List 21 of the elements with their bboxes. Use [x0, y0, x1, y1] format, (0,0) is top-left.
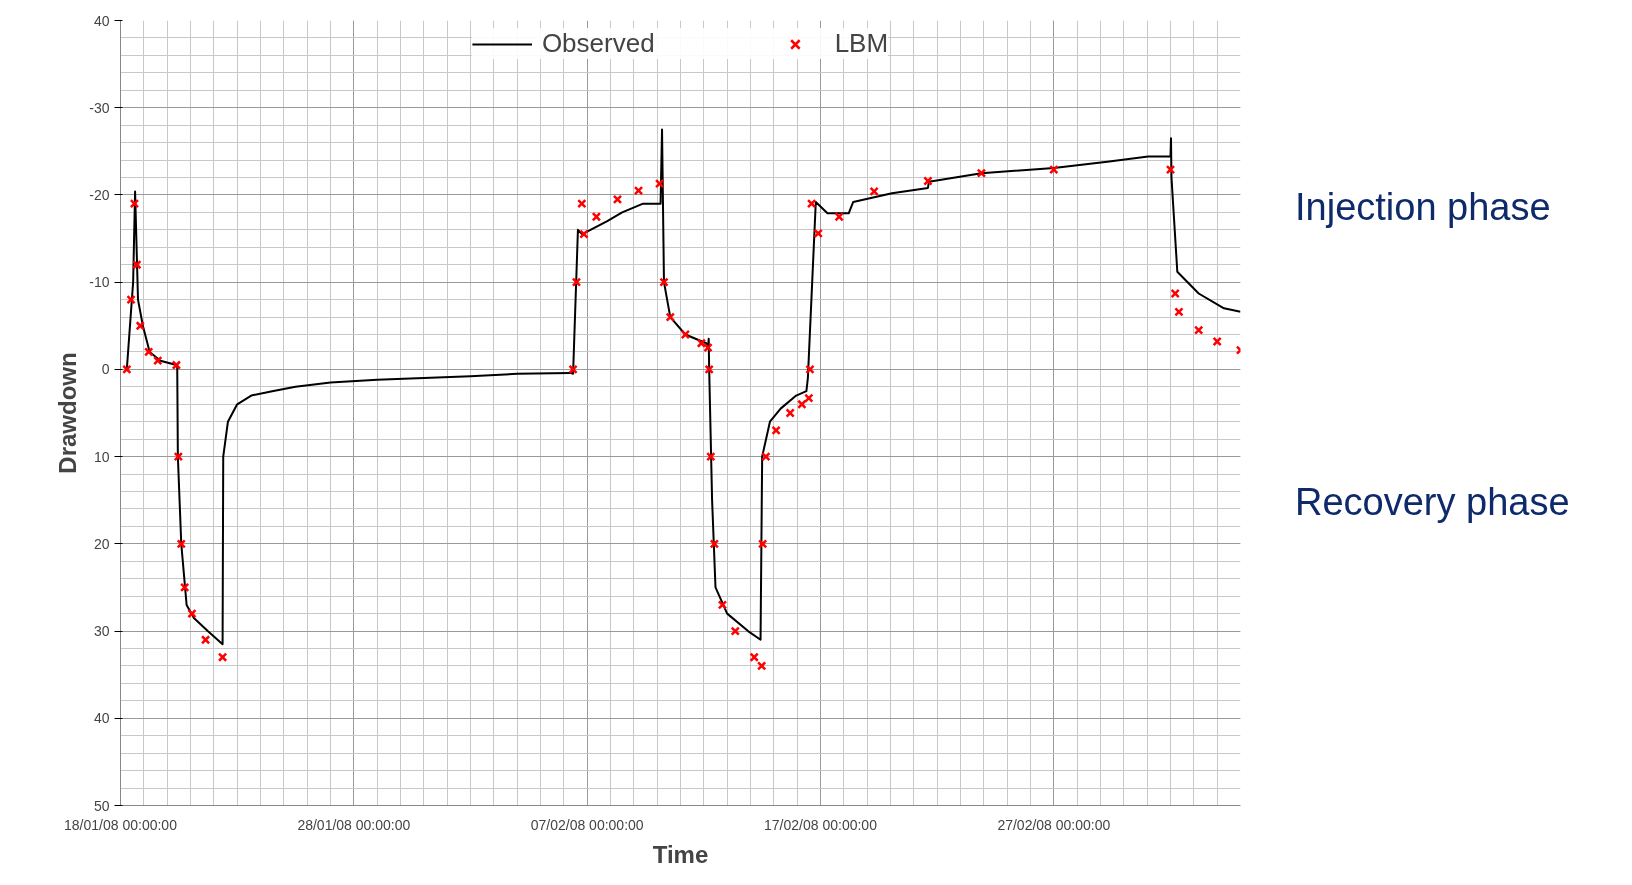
y-tick-label: 50: [93, 797, 110, 814]
y-tick-label: 10: [93, 448, 110, 465]
y-tick-label: 40: [93, 710, 110, 727]
y-tick-label: -10: [89, 274, 110, 291]
y-tick-label: -20: [89, 186, 110, 203]
y-axis-title: Drawdown: [54, 352, 82, 474]
y-tick-label: 20: [93, 535, 110, 552]
y-tick-label: 30: [93, 623, 110, 640]
x-tick-label: 27/02/08 00:00:00: [997, 816, 1111, 833]
y-tick-label: -30: [89, 99, 110, 116]
text: Recovery phase: [1295, 480, 1570, 525]
y-tick-label: 40: [93, 12, 110, 29]
y-tick-label: 0: [101, 361, 110, 378]
legend-label: Observed: [541, 28, 655, 59]
x-axis-title: Time: [652, 840, 709, 868]
x-tick-label: 28/01/08 00:00:00: [297, 816, 411, 833]
x-tick-label: 07/02/08 00:00:00: [530, 816, 644, 833]
legend-label: LBM: [834, 28, 889, 59]
x-tick-label: 17/02/08 00:00:00: [764, 816, 878, 833]
text: Injection phase: [1295, 185, 1551, 230]
x-tick-label: 18/01/08 00:00:00: [64, 816, 178, 833]
